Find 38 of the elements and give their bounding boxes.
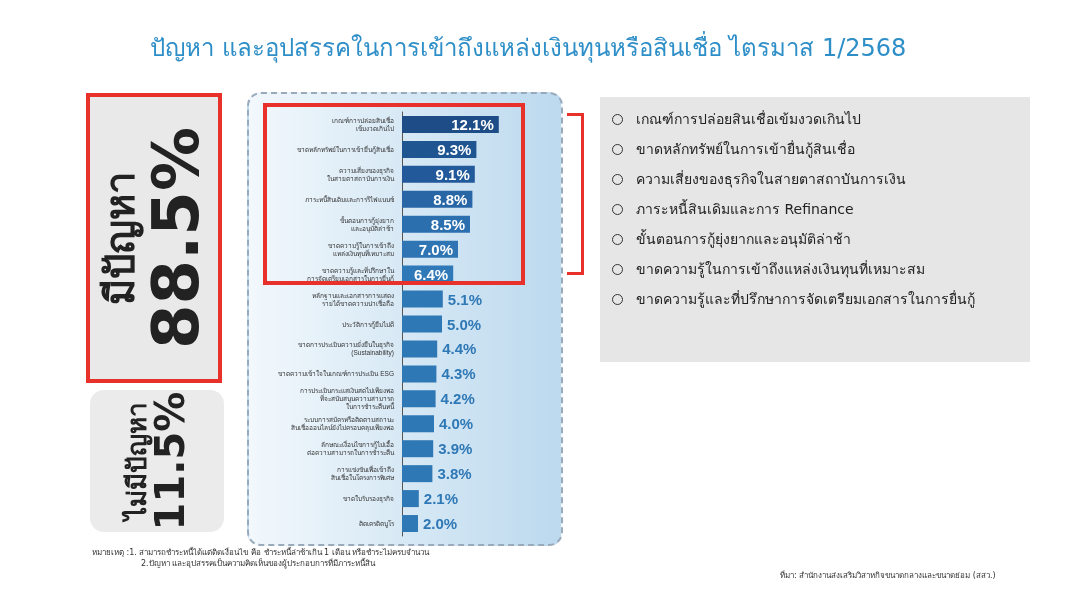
text: ขาดความรู้และที่ปรึกษาการจัดเตรียมเอกสารในการยื่นกู้ [636,291,975,307]
text: ขาดหลักทรัพย์ในการเข้ายื่นกู้สินเชื่อ [636,141,855,157]
bar [402,390,436,408]
data-label: 8.5% [430,215,465,233]
bar [402,515,418,533]
text: ความเสี่ยงของธุรกิจในสายตาสถาบันการเงิน [636,171,906,187]
text: ขาดความรู้ในการเข้าถึงแหล่งเงินทุนที่เหมาะสม [636,261,925,277]
bar [402,290,443,308]
chart-title: ปัญหา และอุปสรรคในการเข้าถึงแหล่งเงินทุนหรือสินเชื่อ ไตรมาส 1/2568 [150,30,907,65]
data-label: 2.0% [423,515,458,533]
bar [402,440,434,458]
data-label: 7.0% [418,240,453,258]
text: 2.ปัญหา และอุปสรรคเป็นความคิดเห็นของผู้ประกอบการที่มีภาระหนี้สิน [140,558,377,569]
data-label: 6.4% [414,265,449,283]
bar [402,365,437,383]
data-label: 9.1% [435,165,470,183]
data-label: 4.0% [439,415,474,433]
bar [402,340,438,358]
data-label: 5.0% [447,315,482,333]
data-label: 4.2% [440,390,475,408]
text: หมายเหตุ :1. สามารถชำระหนี้ได้แต่ติดเงื่อนไข คือ ชำระหนี้ล่าช้าเกิน 1 เดือน หรือชำระไม่ครบจำนวน [92,547,430,558]
bar [402,415,434,433]
data-label: 3.9% [438,440,473,458]
data-label: 3.8% [437,465,472,483]
text: เกณฑ์การปล่อยสินเชื่อเข้มงวดเกินไป [636,111,861,127]
text: ที่มา: สำนักงานส่งเสริมวิสาหกิจขนาดกลางและขนาดย่อม (สสว.) [780,569,996,582]
bar [402,465,433,483]
data-label: 12.1% [451,115,494,133]
bar [402,315,442,333]
data-label: 2.1% [423,490,458,508]
bar [402,490,419,508]
data-label: 4.3% [441,365,476,383]
data-label: 8.8% [433,190,468,208]
text: ภาระหนี้สินเดิมและการ Refinance [636,201,854,217]
data-label: 4.4% [442,340,477,358]
text: ขั้นตอนการกู้ยุ่งยากและอนุมัติล่าช้า [636,231,851,247]
data-label: 9.3% [437,140,472,158]
data-label: 5.1% [447,290,482,308]
